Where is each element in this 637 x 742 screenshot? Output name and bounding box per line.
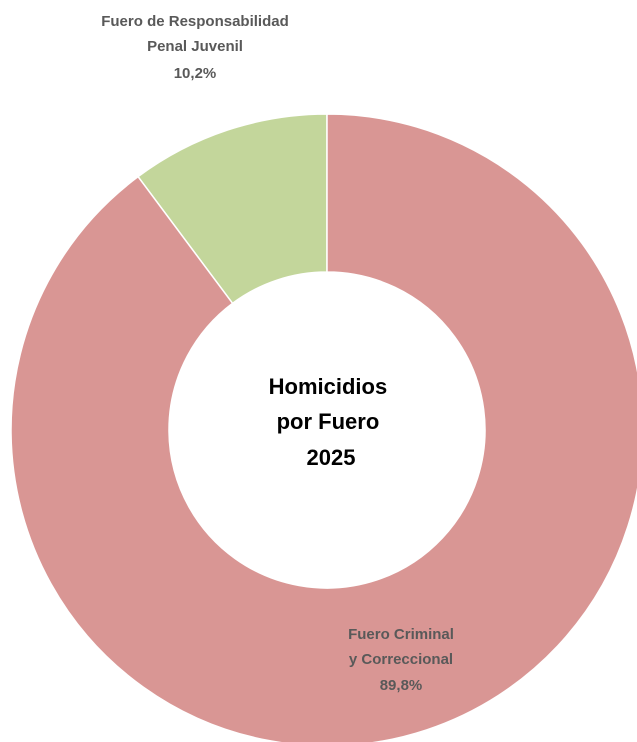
slice-criminal [10, 113, 637, 742]
slices-layer [10, 113, 637, 742]
chart-title-line-2: por Fuero [277, 409, 380, 434]
chart-title-line-1: Homicidios [269, 374, 388, 399]
slice-label-juvenil-line-3: 10,2% [174, 65, 217, 82]
chart-title-line-3: 2025 [307, 445, 356, 470]
labels-layer: Fuero de Responsabilidad Penal Juvenil 10,… [101, 13, 454, 694]
slice-label-criminal-line-3: 89,8% [380, 677, 423, 694]
chart-title: Homicidios por Fuero 2025 [269, 374, 394, 470]
slice-label-criminal-line-2: y Correccional [349, 651, 453, 668]
slice-label-juvenil: Fuero de Responsabilidad Penal Juvenil 10,… [101, 13, 289, 82]
slice-label-juvenil-line-2: Penal Juvenil [147, 38, 243, 55]
slice-label-criminal: Fuero Criminal y Correccional 89,8% [348, 626, 454, 694]
slice-label-juvenil-line-1: Fuero de Responsabilidad [101, 13, 289, 30]
slice-label-criminal-line-1: Fuero Criminal [348, 626, 454, 643]
